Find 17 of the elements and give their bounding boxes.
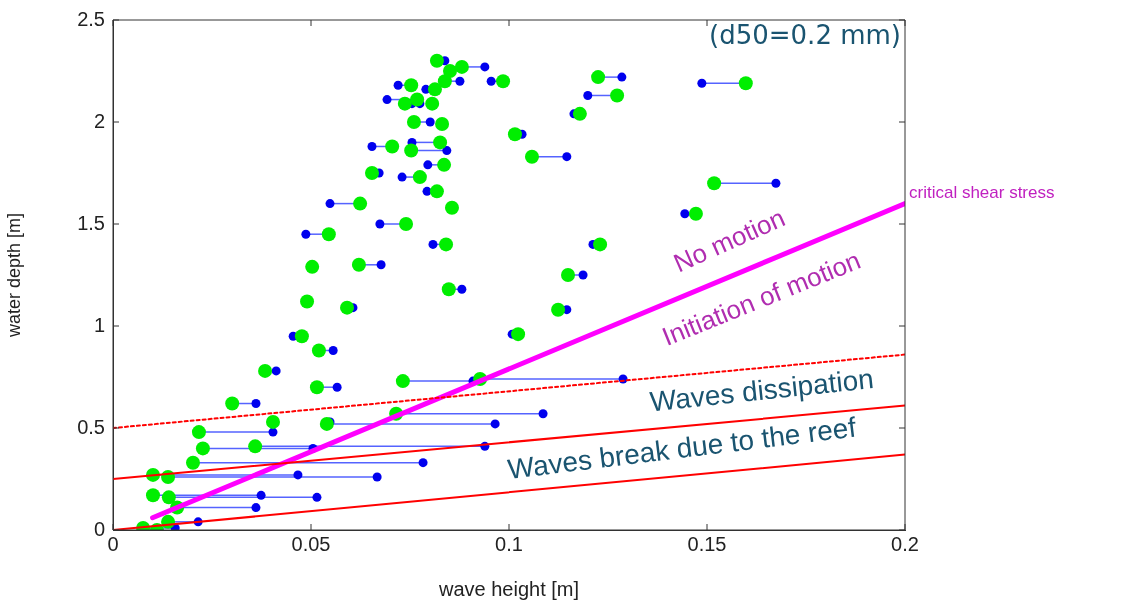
y-tick-label: 2 <box>93 109 105 132</box>
y-tick-label: 2.5 <box>77 7 105 30</box>
annotation: No motion <box>669 202 790 279</box>
x-tick-label: 0 <box>107 532 119 555</box>
y-tick-label: 0.5 <box>77 415 105 438</box>
annotation: (d50=0.2 mm) <box>709 19 901 50</box>
y-tick-label: 1.5 <box>77 211 105 234</box>
x-tick-label: 0.1 <box>495 532 523 555</box>
x-tick-label: 0.05 <box>291 532 331 555</box>
y-axis-title: water depth [m] <box>3 212 24 339</box>
x-axis-title: wave height [m] <box>437 577 580 600</box>
y-tick-label: 1 <box>93 313 105 336</box>
series-label: critical shear stress <box>909 182 1055 202</box>
x-tick-label: 0.2 <box>891 532 919 555</box>
annotation: Waves break due to the reef <box>505 411 858 485</box>
x-tick-label: 0.15 <box>687 532 727 555</box>
y-tick-label: 0 <box>93 517 105 540</box>
